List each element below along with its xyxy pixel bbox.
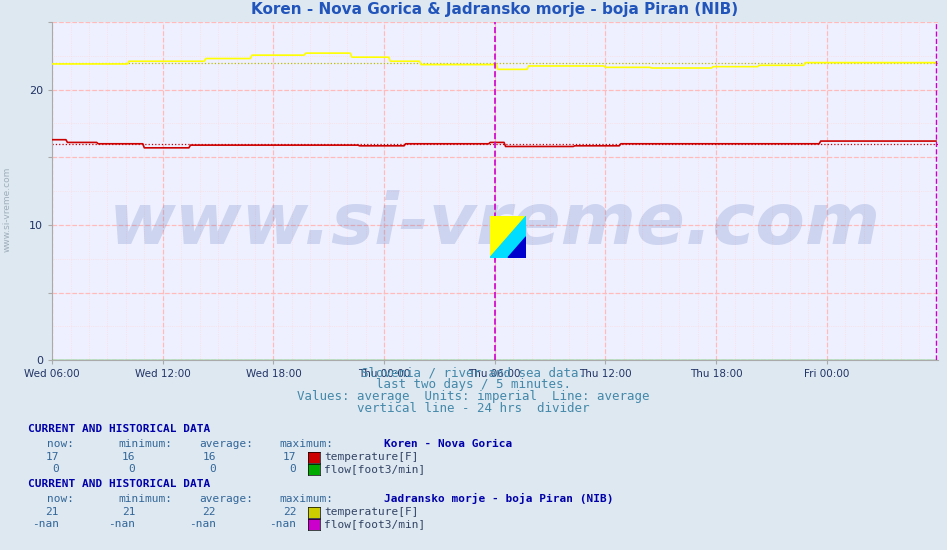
Text: temperature[F]: temperature[F] — [324, 507, 419, 518]
Text: 0: 0 — [129, 464, 135, 475]
Text: 16: 16 — [122, 452, 135, 463]
Text: 0: 0 — [209, 464, 216, 475]
Text: last two days / 5 minutes.: last two days / 5 minutes. — [376, 378, 571, 392]
Text: -nan: -nan — [31, 519, 59, 530]
Text: 0: 0 — [52, 464, 59, 475]
Text: 17: 17 — [283, 452, 296, 463]
Text: -nan: -nan — [188, 519, 216, 530]
Polygon shape — [491, 216, 527, 257]
Text: www.si-vreme.com: www.si-vreme.com — [3, 166, 12, 252]
Text: Values: average  Units: imperial  Line: average: Values: average Units: imperial Line: av… — [297, 390, 650, 403]
Text: CURRENT AND HISTORICAL DATA: CURRENT AND HISTORICAL DATA — [28, 478, 210, 489]
Text: Jadransko morje - boja Piran (NIB): Jadransko morje - boja Piran (NIB) — [384, 493, 613, 504]
Text: vertical line - 24 hrs  divider: vertical line - 24 hrs divider — [357, 402, 590, 415]
Text: temperature[F]: temperature[F] — [324, 452, 419, 463]
Text: 22: 22 — [203, 507, 216, 518]
Text: average:: average: — [199, 494, 253, 504]
Text: Koren - Nova Gorica: Koren - Nova Gorica — [384, 439, 511, 449]
Text: minimum:: minimum: — [118, 439, 172, 449]
Text: 0: 0 — [290, 464, 296, 475]
Text: -nan: -nan — [269, 519, 296, 530]
Text: average:: average: — [199, 439, 253, 449]
Polygon shape — [509, 237, 527, 257]
Text: 17: 17 — [45, 452, 59, 463]
Text: flow[foot3/min]: flow[foot3/min] — [324, 519, 425, 530]
Text: 16: 16 — [203, 452, 216, 463]
Text: flow[foot3/min]: flow[foot3/min] — [324, 464, 425, 475]
Text: 21: 21 — [122, 507, 135, 518]
Polygon shape — [491, 216, 527, 257]
Text: now:: now: — [47, 494, 75, 504]
Text: maximum:: maximum: — [279, 494, 333, 504]
Text: Slovenia / river and sea data.: Slovenia / river and sea data. — [361, 367, 586, 380]
Text: maximum:: maximum: — [279, 439, 333, 449]
Text: CURRENT AND HISTORICAL DATA: CURRENT AND HISTORICAL DATA — [28, 424, 210, 434]
Text: 22: 22 — [283, 507, 296, 518]
Text: -nan: -nan — [108, 519, 135, 530]
Text: 21: 21 — [45, 507, 59, 518]
Text: now:: now: — [47, 439, 75, 449]
Text: www.si-vreme.com: www.si-vreme.com — [109, 190, 881, 260]
Text: minimum:: minimum: — [118, 494, 172, 504]
Title: Koren - Nova Gorica & Jadransko morje - boja Piran (NIB): Koren - Nova Gorica & Jadransko morje - … — [251, 2, 739, 16]
